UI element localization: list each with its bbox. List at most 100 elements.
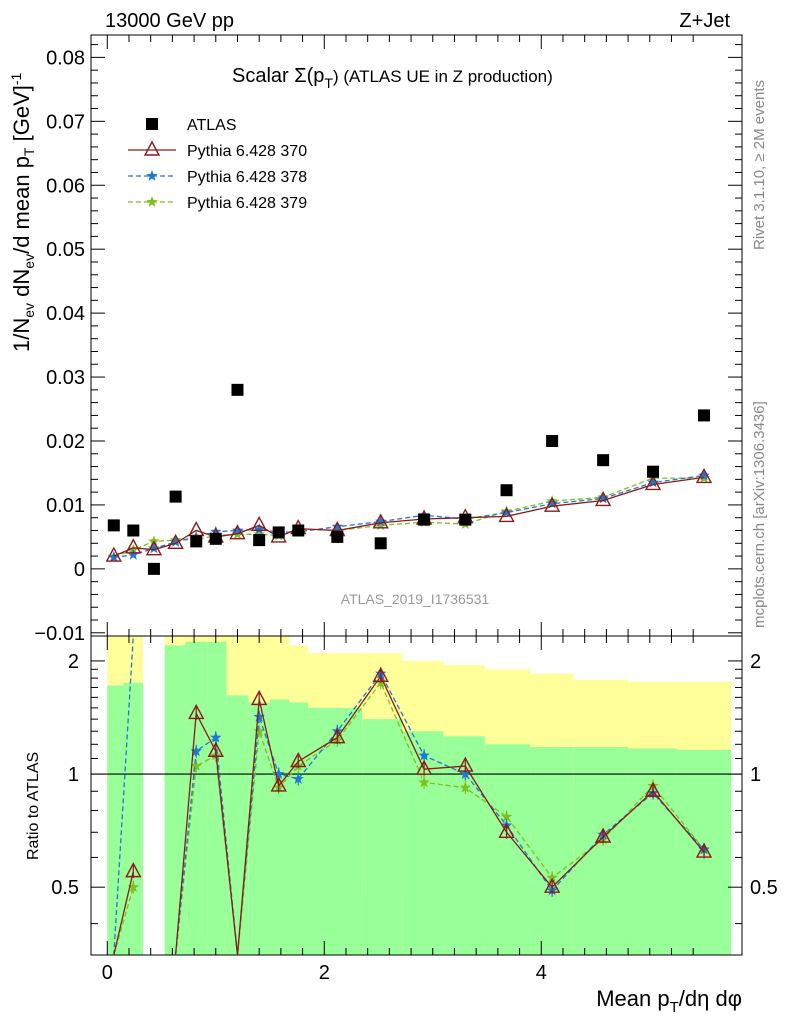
series-marker xyxy=(594,490,612,507)
ratio-series-line xyxy=(174,672,705,955)
uncertainty-band-green xyxy=(270,699,290,955)
data-point xyxy=(374,537,387,550)
series-marker xyxy=(647,476,659,488)
uncertainty-band-green xyxy=(289,702,308,955)
y-tick-label: 0.03 xyxy=(46,367,85,389)
series-marker xyxy=(498,506,515,523)
data-point xyxy=(331,530,344,543)
ratio-series-marker xyxy=(594,827,612,843)
ratio-y-tick-label-right: 2 xyxy=(750,651,761,673)
series-marker xyxy=(229,524,246,540)
ratio-series-marker xyxy=(418,749,430,761)
y-tick-label: 0.04 xyxy=(46,303,85,325)
y-tick-label: −0.01 xyxy=(34,623,85,645)
ratio-series-marker xyxy=(210,731,222,743)
data-point xyxy=(418,513,431,526)
ratio-series-marker xyxy=(270,776,287,792)
uncertainty-band-green xyxy=(402,731,444,955)
y-tick-label: 0.05 xyxy=(46,239,85,261)
series-marker xyxy=(125,538,142,554)
y-axis-label: 1/Nev dNev/d mean pT [GeV]-1 xyxy=(8,72,37,352)
ratio-series-marker xyxy=(292,773,304,784)
x-tick-label: 2 xyxy=(319,962,330,984)
y-tick-label: 0.07 xyxy=(46,111,85,133)
series-marker xyxy=(108,551,120,563)
ratio-y-tick-label: 2 xyxy=(68,651,79,673)
series-marker xyxy=(372,513,389,529)
series-marker xyxy=(145,540,163,556)
ratio-series-marker xyxy=(644,781,662,797)
series-marker xyxy=(546,497,558,509)
series-line xyxy=(113,474,705,559)
ratio-series-marker xyxy=(207,741,224,757)
mcplots-label: mcplots.cern.ch [arXiv:1306.3436] xyxy=(751,401,768,628)
data-point xyxy=(698,409,711,422)
ratio-series-marker xyxy=(500,810,513,822)
ratio-series-marker xyxy=(251,689,268,706)
data-point xyxy=(231,383,244,396)
ratio-series-marker xyxy=(372,666,389,683)
data-point xyxy=(292,524,305,537)
series-marker xyxy=(695,467,713,484)
ratio-series-marker xyxy=(290,752,307,768)
data-point xyxy=(500,484,513,497)
ratio-series-marker xyxy=(253,725,265,737)
uncertainty-band-green xyxy=(164,645,186,955)
series-marker xyxy=(253,528,265,540)
legend-marker xyxy=(146,196,158,207)
x-tick-label: 4 xyxy=(536,962,547,984)
legend-label: Pythia 6.428 370 xyxy=(187,143,307,160)
series-marker xyxy=(597,492,609,504)
y-tick-label: 0.02 xyxy=(46,431,85,453)
header-left: 13000 GeV pp xyxy=(105,10,234,32)
ratio-series-marker xyxy=(190,745,202,757)
series-marker xyxy=(698,469,710,481)
series-marker xyxy=(375,515,387,527)
uncertainty-band-green xyxy=(248,702,271,955)
series-marker xyxy=(251,515,268,532)
series-line xyxy=(113,476,705,557)
ratio-series-marker xyxy=(190,760,202,771)
x-tick-label: 0 xyxy=(102,962,113,984)
ratio-y-tick-label: 0.5 xyxy=(51,877,79,899)
series-marker xyxy=(167,533,184,549)
data-point xyxy=(127,524,140,537)
series-marker xyxy=(331,520,343,532)
ratio-series-marker xyxy=(273,768,285,779)
uncertainty-band-green xyxy=(185,641,208,955)
ratio-series-marker xyxy=(459,768,471,779)
series-marker xyxy=(210,525,222,537)
uncertainty-band-green xyxy=(530,747,574,955)
data-point xyxy=(147,562,160,575)
x-axis-label: Mean pT/dη dφ xyxy=(596,986,742,1016)
legend-marker xyxy=(146,170,158,181)
ratio-series-line xyxy=(113,636,134,955)
uncertainty-band-green xyxy=(226,695,249,955)
series-marker xyxy=(644,474,662,491)
ratio-series-marker xyxy=(127,881,139,892)
ratio-y-axis-label: Ratio to ATLAS xyxy=(25,752,42,860)
uncertainty-band-green xyxy=(107,685,124,955)
y-tick-label: 0.06 xyxy=(46,175,85,197)
series-marker xyxy=(231,524,244,536)
uncertainty-band-green xyxy=(123,682,144,955)
ratio-series-marker xyxy=(253,710,265,722)
ratio-series-marker xyxy=(329,728,346,744)
ratio-series-marker xyxy=(543,877,561,893)
ratio-series-marker xyxy=(415,759,433,775)
uncertainty-band-green xyxy=(573,747,629,955)
uncertainty-band-green xyxy=(362,719,403,955)
header-right: Z+Jet xyxy=(679,10,730,32)
rivet-label: Rivet 3.1.10, ≥ 2M events xyxy=(751,80,768,250)
ratio-series-marker xyxy=(125,862,142,878)
legend-marker xyxy=(143,140,161,156)
legend-label: ATLAS xyxy=(187,117,237,134)
ratio-series-marker xyxy=(695,842,713,858)
ratio-series-marker xyxy=(188,703,205,720)
data-point xyxy=(190,535,203,548)
legend-label: Pythia 6.428 378 xyxy=(187,169,307,186)
analysis-id: ATLAS_2019_I1736531 xyxy=(341,591,490,607)
legend-label: Pythia 6.428 379 xyxy=(187,195,307,212)
ratio-series-marker xyxy=(418,776,430,788)
